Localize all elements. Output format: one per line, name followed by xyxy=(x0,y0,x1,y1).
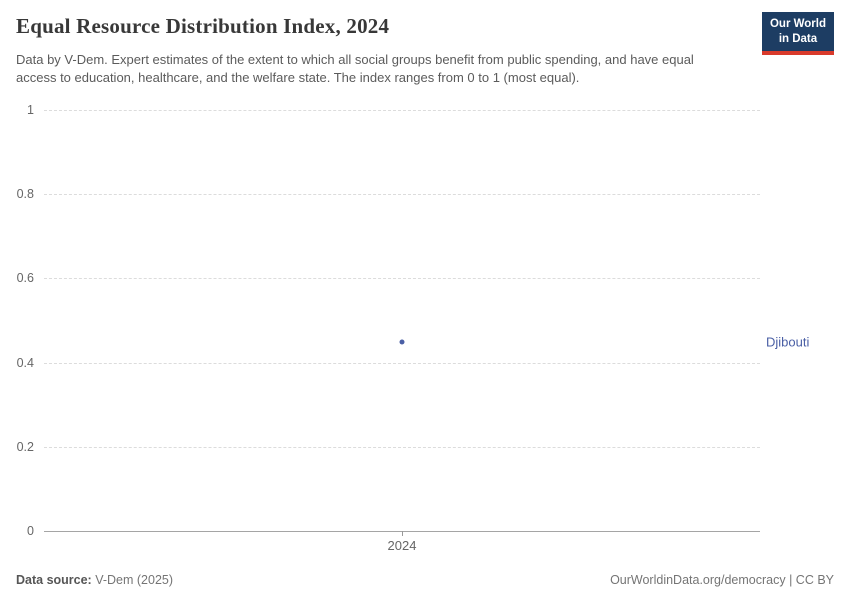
data-source: Data source: V-Dem (2025) xyxy=(16,573,173,587)
gridline xyxy=(44,110,760,111)
gridline xyxy=(44,194,760,196)
y-axis-tick-label: 1 xyxy=(27,103,34,117)
y-axis-tick-label: 0.6 xyxy=(16,271,34,286)
owid-logo: Our World in Data xyxy=(761,12,834,55)
x-axis-tick-label: 2024 xyxy=(387,538,417,553)
x-axis-tick-mark xyxy=(402,531,403,536)
y-axis-tick-label: 0 xyxy=(27,524,34,538)
data-source-label: Data source: xyxy=(16,573,92,587)
y-axis-tick-label: 0.8 xyxy=(16,187,34,202)
entity-label-djibouti[interactable]: Djibouti xyxy=(766,334,810,350)
data-point-djibouti[interactable] xyxy=(399,339,405,345)
data-source-value: V-Dem (2025) xyxy=(91,573,174,587)
chart-footer: Data source: V-Dem (2025) OurWorldinData… xyxy=(16,573,834,587)
gridline xyxy=(44,362,760,364)
y-axis-tick-label: 0.2 xyxy=(16,439,34,454)
owid-logo-line1: Our World xyxy=(769,18,826,30)
gridline xyxy=(44,446,760,448)
owid-logo-line2: in Data xyxy=(778,32,818,45)
gridline xyxy=(44,278,760,280)
credit-link[interactable]: OurWorldinData.org/democracy | CC BY xyxy=(610,573,834,587)
chart-subtitle: Data by V-Dem. Expert estimates of the e… xyxy=(16,52,694,86)
page-title: Equal Resource Distribution Index, 2024 xyxy=(16,14,390,38)
y-axis-tick-label: 0.4 xyxy=(16,355,34,370)
